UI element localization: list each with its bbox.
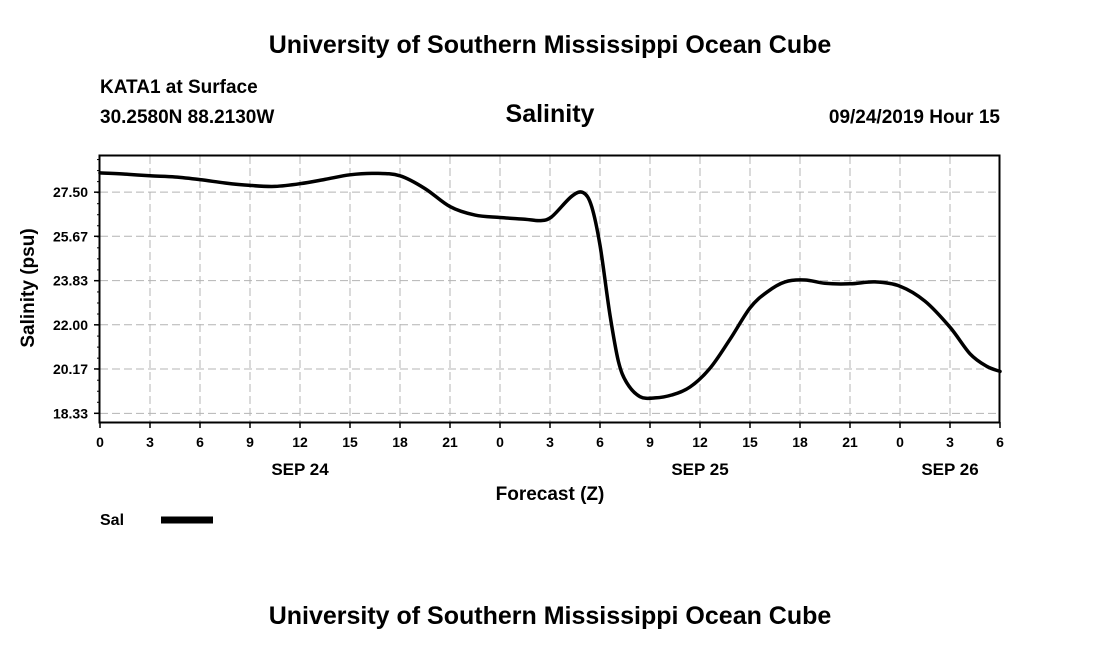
x-tick-label: 21 (842, 434, 858, 450)
x-tick-label: 12 (292, 434, 308, 450)
y-tick-label: 23.83 (53, 273, 88, 289)
chart-title: Salinity (505, 100, 595, 128)
x-tick-label: 6 (996, 434, 1004, 450)
series-layer (98, 171, 1002, 401)
x-axis-label: Forecast (Z) (496, 484, 605, 505)
tick-layer: 0 3 6 9 12 15 18 21 0 3 6 9 12 15 18 21 0 3 6 27.50 25.67 23.… (53, 159, 1004, 479)
x-tick-label: 15 (342, 434, 358, 450)
x-tick-label: 18 (392, 434, 408, 450)
footer-institution-title: University of Southern Mississippi Ocean… (268, 602, 832, 630)
legend-label: Sal (100, 512, 124, 529)
y-tick-label: 25.67 (53, 228, 88, 244)
station-label: KATA1 at Surface (100, 77, 258, 98)
station-coordinates: 30.2580N 88.2130W (100, 107, 275, 128)
legend: Sal (100, 512, 213, 529)
grid-layer (100, 156, 1000, 422)
x-tick-label: 9 (646, 434, 654, 450)
y-axis-label: Salinity (psu) (18, 228, 39, 347)
y-tick-label: 20.17 (53, 361, 88, 377)
forecast-datetime: 09/24/2019 Hour 15 (828, 107, 1000, 128)
x-tick-label: 9 (246, 434, 254, 450)
x-tick-label: 0 (96, 434, 104, 450)
x-tick-label: 12 (692, 434, 708, 450)
x-tick-label: 6 (196, 434, 204, 450)
series-line-sal (98, 171, 1002, 401)
y-tick-label: 18.33 (53, 405, 88, 421)
x-tick-label: 18 (792, 434, 808, 450)
header-institution-title: University of Southern Mississippi Ocean… (268, 31, 832, 59)
date-label: SEP 26 (921, 460, 978, 479)
x-tick-label: 15 (742, 434, 758, 450)
x-tick-label: 6 (596, 434, 604, 450)
y-tick-label: 27.50 (53, 184, 88, 200)
x-tick-label: 3 (546, 434, 554, 450)
date-label: SEP 25 (671, 460, 728, 479)
x-tick-label: 21 (442, 434, 458, 450)
x-tick-label: 0 (896, 434, 904, 450)
x-tick-label: 0 (496, 434, 504, 450)
x-tick-label: 3 (946, 434, 954, 450)
x-tick-label: 3 (146, 434, 154, 450)
date-label: SEP 24 (271, 460, 329, 479)
y-tick-label: 22.00 (53, 317, 88, 333)
